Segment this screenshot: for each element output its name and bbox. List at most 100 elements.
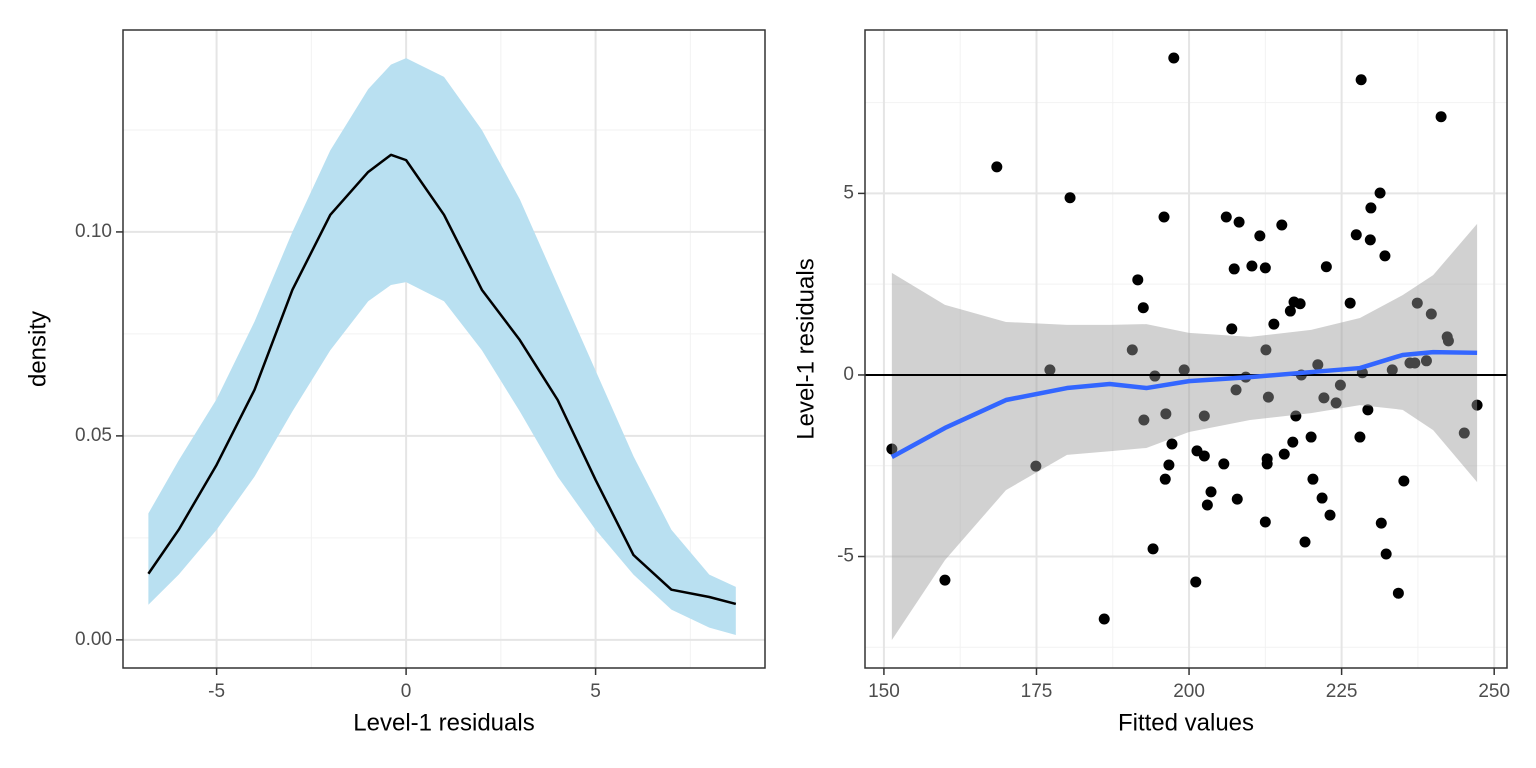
point — [1262, 391, 1274, 403]
point — [1276, 219, 1288, 231]
smooth-line — [890, 349, 1478, 460]
point — [1278, 448, 1290, 460]
point — [1334, 379, 1346, 391]
point — [1228, 263, 1240, 275]
point — [1354, 431, 1366, 443]
point — [1355, 74, 1367, 86]
point — [1290, 410, 1302, 422]
y-tick-label: 0.10 — [75, 221, 112, 242]
point — [1362, 404, 1374, 416]
x-axis-title: Level-1 residuals — [353, 709, 534, 736]
point — [1259, 516, 1271, 528]
point — [1160, 408, 1172, 420]
point — [1305, 431, 1317, 443]
point — [1324, 509, 1336, 521]
point — [1259, 262, 1271, 274]
point — [1364, 234, 1376, 246]
point — [1375, 517, 1387, 529]
point — [1205, 486, 1217, 498]
panel-background — [865, 30, 1507, 668]
point — [1287, 436, 1299, 448]
point — [1435, 111, 1447, 123]
point — [1442, 335, 1454, 347]
x-tick-label: 225 — [1326, 681, 1358, 702]
point — [1380, 548, 1392, 560]
y-tick-label: 0.05 — [75, 425, 112, 446]
point — [1350, 229, 1362, 241]
x-tick-label: 200 — [1173, 681, 1205, 702]
point — [1190, 576, 1202, 588]
y-tick-label: -5 — [837, 546, 854, 567]
point — [1386, 364, 1398, 376]
point — [1320, 261, 1332, 273]
point — [1411, 297, 1423, 309]
point — [1166, 438, 1178, 450]
point — [1261, 458, 1273, 470]
point — [1178, 364, 1190, 376]
x-tick-label: -5 — [208, 681, 225, 702]
point — [1307, 473, 1319, 485]
confidence-band — [148, 58, 736, 635]
point — [1132, 274, 1144, 286]
x-tick-label: 175 — [1021, 681, 1053, 702]
point — [1425, 308, 1437, 320]
point — [1392, 587, 1404, 599]
point — [1398, 475, 1410, 487]
point — [1379, 250, 1391, 262]
point — [1218, 458, 1230, 470]
point — [1330, 397, 1342, 409]
point — [939, 574, 951, 586]
panel-border — [864, 29, 1508, 669]
point — [1137, 302, 1149, 314]
density-line — [147, 153, 737, 606]
point — [991, 161, 1003, 173]
point — [1220, 211, 1232, 223]
point — [1230, 384, 1242, 396]
point — [1064, 192, 1076, 204]
point — [886, 443, 898, 455]
confidence-band — [891, 223, 1478, 641]
x-tick-label: 0 — [401, 681, 412, 702]
point — [1198, 450, 1210, 462]
point — [1374, 187, 1386, 199]
point — [1284, 305, 1296, 317]
point — [1168, 52, 1180, 64]
point — [1198, 410, 1210, 422]
point — [1233, 216, 1245, 228]
point — [1147, 543, 1159, 555]
point — [1420, 355, 1432, 367]
point — [1344, 297, 1356, 309]
point — [1126, 344, 1138, 356]
point — [1159, 473, 1171, 485]
point — [1254, 230, 1266, 242]
panel-border — [122, 29, 766, 669]
y-axis-title: density — [24, 311, 51, 387]
x-tick-label: 5 — [590, 681, 601, 702]
point — [1044, 364, 1056, 376]
point — [1030, 460, 1042, 472]
point — [1471, 399, 1483, 411]
y-tick-label: 5 — [843, 182, 854, 203]
y-tick-label: 0.00 — [75, 629, 112, 650]
point — [1098, 613, 1110, 625]
point — [1299, 536, 1311, 548]
point — [1231, 493, 1243, 505]
point — [1294, 298, 1306, 310]
point — [1158, 211, 1170, 223]
point — [1316, 492, 1328, 504]
point — [1149, 370, 1161, 382]
point — [1226, 323, 1238, 335]
x-tick-label: 150 — [868, 681, 900, 702]
point — [1409, 357, 1421, 369]
point — [1201, 499, 1213, 511]
y-axis-title: Level-1 residuals — [792, 258, 819, 439]
point — [1260, 344, 1272, 356]
point — [1163, 459, 1175, 471]
y-tick-label: 0 — [843, 364, 854, 385]
point — [1458, 427, 1470, 439]
point — [1246, 260, 1258, 272]
point — [1268, 318, 1280, 330]
point — [1365, 202, 1377, 214]
